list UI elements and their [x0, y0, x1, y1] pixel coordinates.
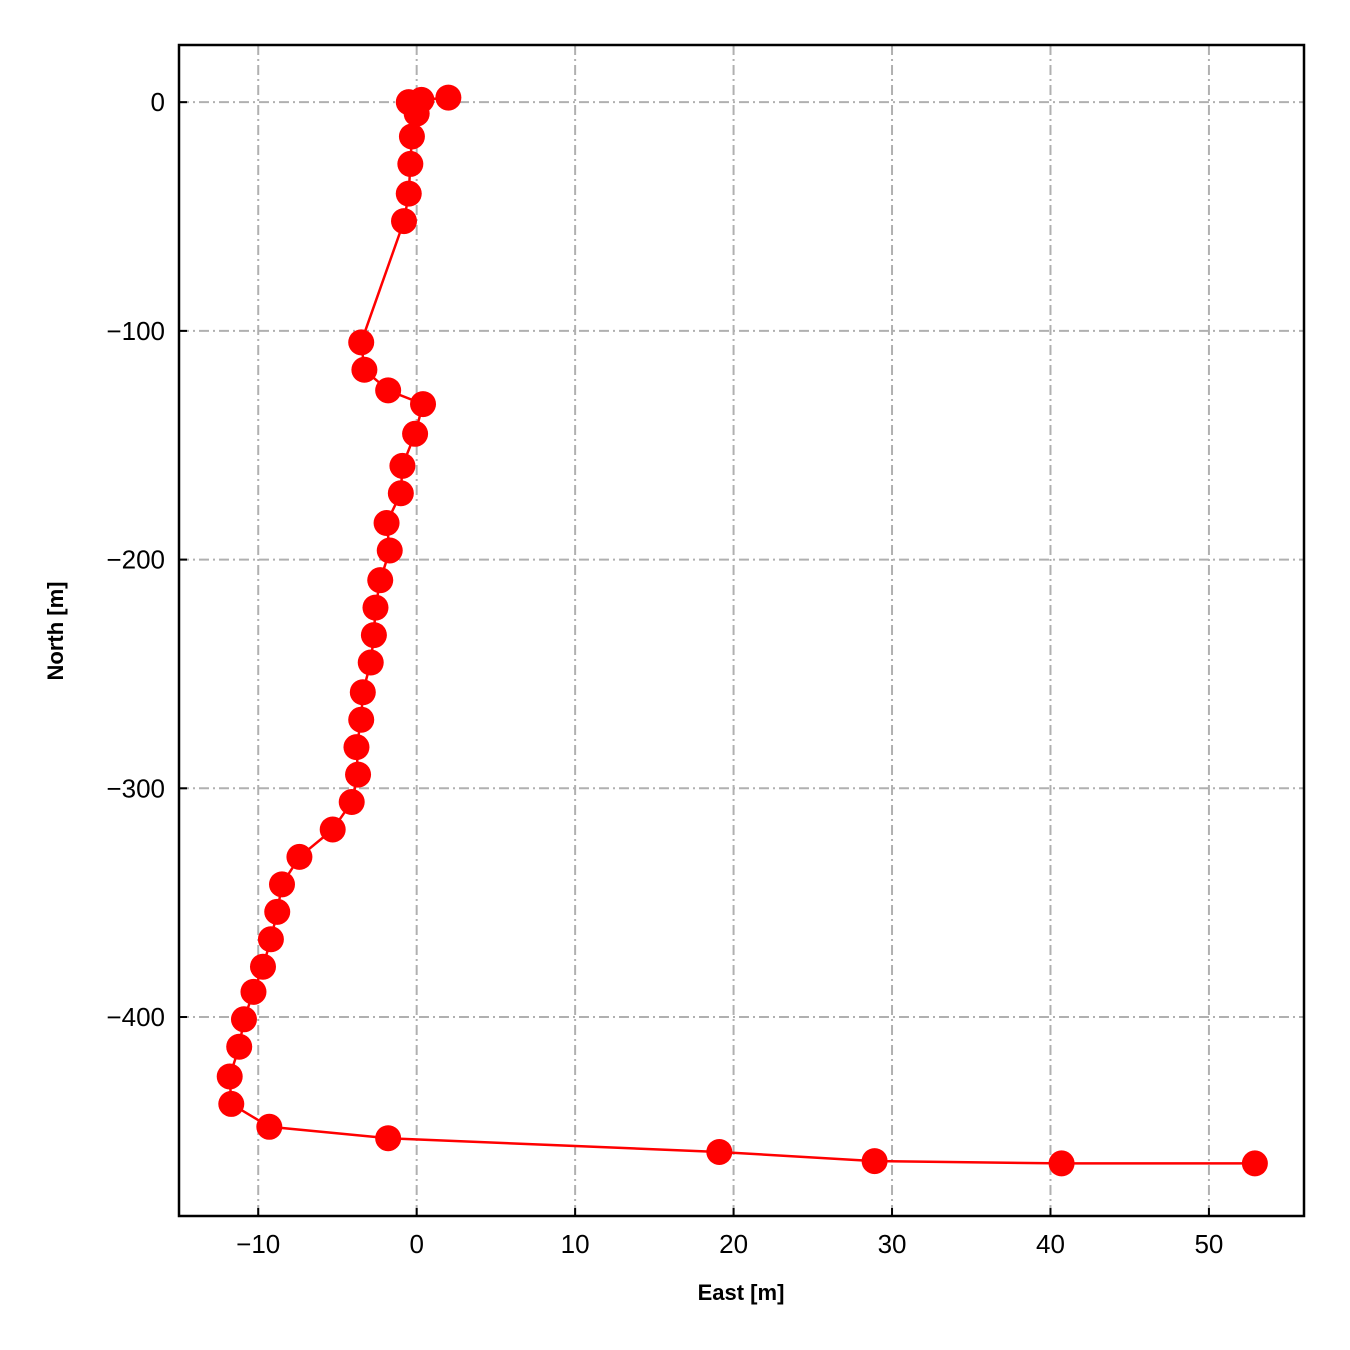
marker [240, 978, 267, 1005]
marker [345, 761, 372, 788]
marker [338, 789, 365, 816]
marker [349, 679, 376, 706]
x-tick-label: −10 [236, 1229, 280, 1259]
marker [375, 377, 402, 404]
marker [861, 1148, 888, 1175]
marker [256, 1113, 283, 1140]
marker [391, 208, 417, 235]
marker [373, 510, 400, 537]
marker [357, 649, 384, 676]
marker [218, 1090, 245, 1117]
marker [706, 1138, 733, 1165]
marker [268, 871, 295, 898]
marker [264, 898, 291, 925]
marker [402, 420, 429, 447]
y-tick-label: −100 [106, 316, 165, 346]
y-tick-label: −200 [106, 545, 165, 575]
marker [410, 391, 437, 418]
marker [435, 84, 462, 111]
y-tick-label: −400 [106, 1002, 165, 1032]
marker [286, 843, 313, 870]
marker [257, 926, 284, 953]
y-tick-label: −300 [106, 773, 165, 803]
x-tick-label: 0 [409, 1229, 423, 1259]
x-tick-label: 40 [1036, 1229, 1065, 1259]
marker [249, 953, 276, 980]
marker [397, 150, 424, 177]
marker [348, 329, 375, 356]
marker [375, 1125, 402, 1152]
marker [403, 100, 430, 127]
x-tick-label: 10 [561, 1229, 590, 1259]
marker [389, 452, 416, 479]
marker [1241, 1150, 1268, 1177]
marker [398, 123, 425, 150]
marker [362, 594, 389, 621]
marker [395, 180, 422, 207]
marker [216, 1063, 243, 1090]
y-tick-label: 0 [151, 87, 165, 117]
y-axis-label: North [m] [43, 582, 68, 681]
marker [360, 622, 387, 649]
marker [387, 480, 414, 507]
x-tick-label: 30 [878, 1229, 907, 1259]
marker [367, 567, 394, 594]
x-tick-label: 20 [719, 1229, 748, 1259]
marker [230, 1006, 257, 1033]
x-tick-label: 50 [1194, 1229, 1223, 1259]
marker [348, 706, 375, 733]
x-axis-label: East [m] [698, 1280, 785, 1305]
marker [1048, 1150, 1075, 1177]
marker [226, 1033, 253, 1060]
plot-frame [177, 43, 1306, 1218]
marker [351, 356, 378, 383]
marker [376, 537, 403, 564]
marker [319, 816, 346, 843]
marker [343, 734, 370, 761]
